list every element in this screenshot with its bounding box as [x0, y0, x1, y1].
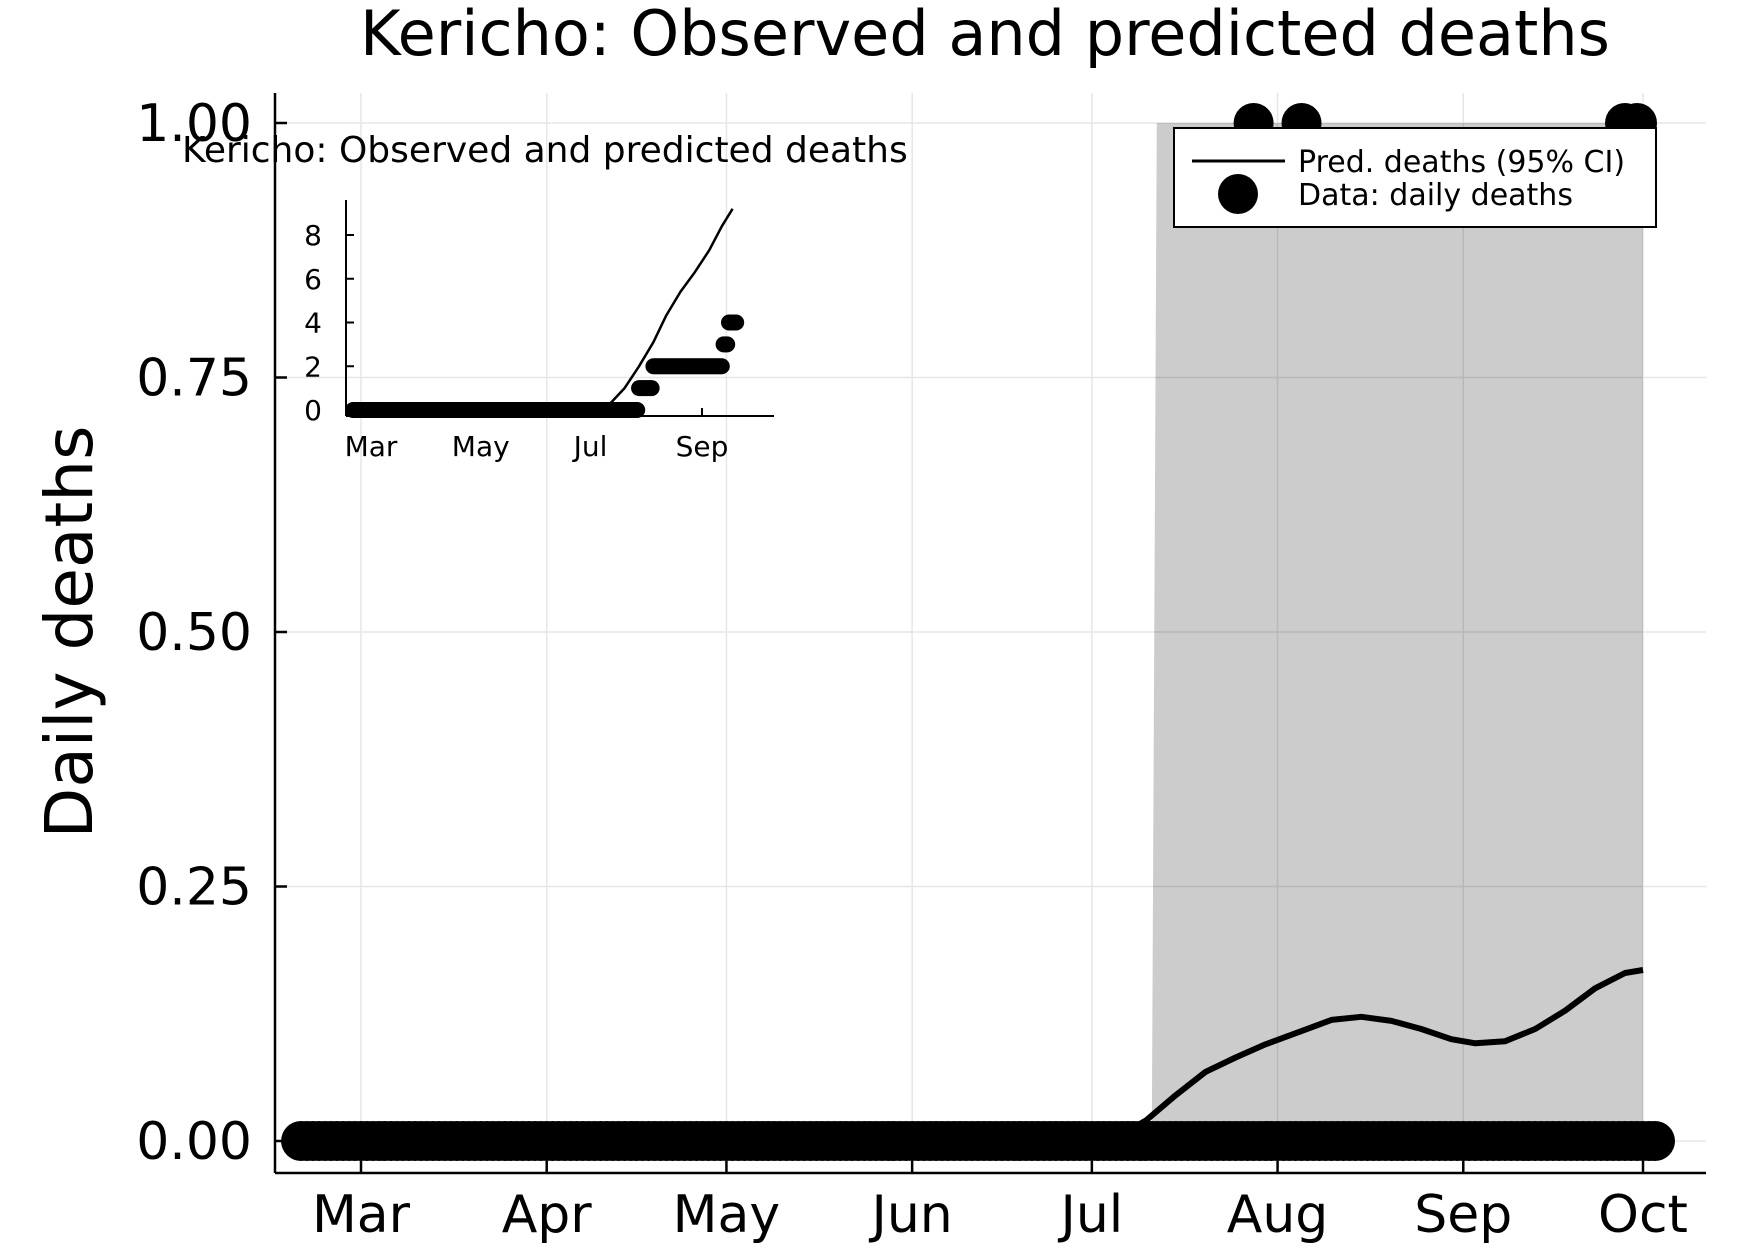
data-point: [1634, 1121, 1675, 1161]
y-tick-label: 0.50: [136, 603, 252, 663]
y-tick-labels: 0.00 0.25 0.50 0.75 1.00: [136, 94, 252, 1172]
y-tick-label: 0.00: [136, 1112, 252, 1172]
x-tick-label: Oct: [1598, 1185, 1688, 1245]
ci-band: [1151, 123, 1643, 1141]
x-tick-label: Apr: [502, 1185, 593, 1245]
x-tick-label: May: [673, 1185, 781, 1245]
inset-x-tick-label: Sep: [676, 430, 729, 463]
inset-data-point: [728, 314, 745, 331]
inset-data-points: [345, 314, 745, 418]
inset-y-tick-label: 6: [304, 263, 322, 296]
inset-x-tick-label: Jul: [572, 430, 608, 463]
y-tick-label: 1.00: [136, 94, 252, 154]
y-tick-label: 0.25: [136, 858, 252, 918]
prediction-line: [301, 967, 1644, 1144]
inset-y-tick-label: 2: [304, 350, 322, 383]
x-tick-label: Aug: [1227, 1185, 1329, 1245]
y-axis-label: Daily deaths: [31, 425, 108, 838]
inset-data-point: [719, 336, 736, 353]
inset-axes: [345, 200, 774, 417]
inset-y-tick-label: 0: [304, 394, 322, 427]
inset-data-point: [713, 358, 730, 375]
inset-x-tick-label: Mar: [345, 430, 398, 463]
legend-marker-swatch: [1218, 174, 1258, 214]
inset-data-point: [643, 380, 660, 397]
x-tick-label: Sep: [1414, 1185, 1512, 1245]
y-tick-label: 0.75: [136, 349, 252, 409]
x-tick-label: Jul: [1057, 1185, 1123, 1245]
confidence-band: [1151, 123, 1643, 1141]
x-tick-label: Jun: [869, 1185, 953, 1245]
prediction-line-path: [301, 967, 1644, 1144]
main-axes: [273, 93, 1706, 1175]
legend-entry-data: Data: daily deaths: [1298, 178, 1573, 213]
inset-chart: Kericho: Observed and predicted deaths M…: [182, 130, 908, 463]
inset-prediction-path: [353, 208, 734, 412]
legend-box: [1173, 127, 1657, 228]
inset-prediction-line: [353, 208, 734, 412]
inset-title: Kericho: Observed and predicted deaths: [182, 130, 908, 171]
legend-entry-prediction: Pred. deaths (95% CI): [1298, 145, 1625, 180]
x-tick-labels: Mar Apr May Jun Jul Aug Sep Oct: [312, 1185, 1688, 1245]
inset-y-tick-label: 4: [304, 307, 322, 340]
main-grid: [275, 93, 1706, 1173]
inset-y-tick-label: 8: [304, 219, 322, 252]
inset-x-tick-label: May: [452, 430, 510, 463]
inset-y-tick-labels: 0 2 4 6 8: [304, 219, 322, 427]
chart-title: Kericho: Observed and predicted deaths: [360, 0, 1610, 70]
legend: Pred. deaths (95% CI) Data: daily deaths: [1173, 127, 1657, 228]
x-tick-label: Mar: [312, 1185, 411, 1245]
inset-data-point: [629, 402, 646, 418]
inset-x-tick-labels: Mar May Jul Sep: [345, 430, 729, 463]
